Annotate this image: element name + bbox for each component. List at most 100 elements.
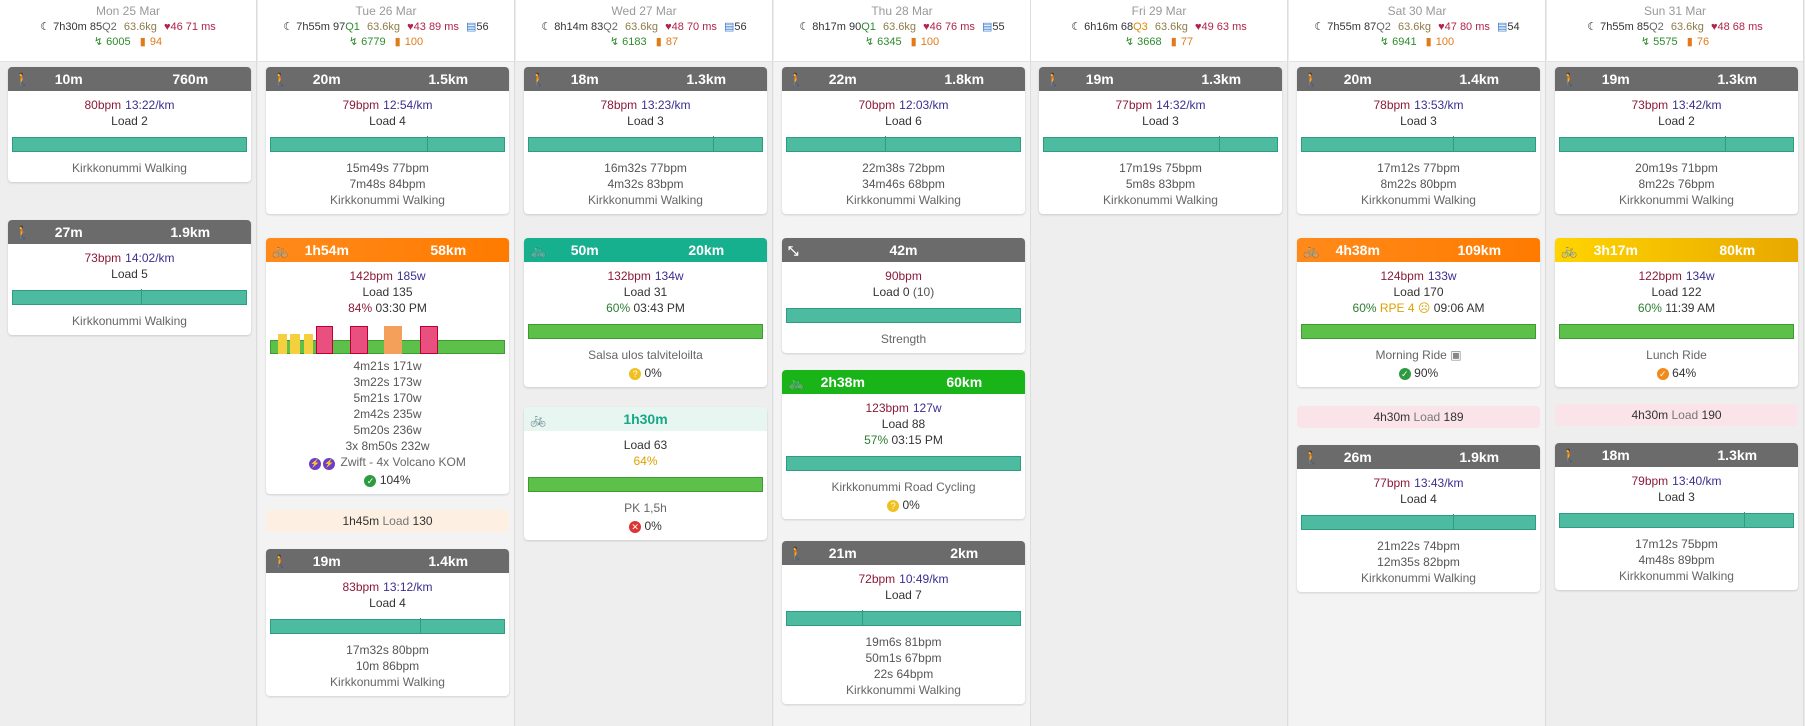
distance: 1.3km <box>686 71 727 87</box>
interval-line: 10m 86bpm <box>355 659 420 673</box>
avg-hr: 132bpm <box>607 269 651 283</box>
activity-card[interactable]: 🚲 4h38m 109km 124bpm 133w Load 170 60% RPE … <box>1297 238 1540 387</box>
sleep-duration: 7h55m <box>296 21 330 33</box>
day-column: Wed 27 Mar ☾ 8h14m 83Q2 63.6kg ♥48 70 ms… <box>516 0 773 726</box>
compliance-icon: ? <box>629 368 642 380</box>
walking-icon: 🚶 <box>1561 448 1578 463</box>
activity-name[interactable]: Kirkkonummi Walking <box>1619 193 1734 207</box>
activity-card[interactable]: 🚶 20m 1.4km 78bpm 13:53/km Load 3 17m12s … <box>1297 67 1540 214</box>
activity-name[interactable]: Morning Ride ▣ <box>1375 348 1462 362</box>
activity-card[interactable]: 🚶 18m 1.3km 79bpm 13:40/km Load 3 17m12s … <box>1555 443 1798 590</box>
activity-card[interactable]: 🚶 22m 1.8km 70bpm 12:03/km Load 6 22m38s … <box>782 67 1025 214</box>
kcal: 100 <box>1435 36 1455 48</box>
day-header[interactable]: Fri 29 Mar ☾ 6h16m 68Q3 63.6kg ♥49 63 ms… <box>1031 0 1287 62</box>
activity-name[interactable]: Kirkkonummi Walking <box>588 193 703 207</box>
distance: 80km <box>1719 242 1756 258</box>
activity-name[interactable]: Kirkkonummi Walking <box>72 161 187 175</box>
day-header[interactable]: Sun 31 Mar ☾ 7h55m 85Q2 63.6kg ♥48 68 ms… <box>1547 0 1803 62</box>
load: Load 4 <box>369 114 406 128</box>
activity-name[interactable]: PK 1,5h <box>624 501 667 515</box>
activity-name[interactable]: Kirkkonummi Walking <box>1103 193 1218 207</box>
activity-name[interactable]: Kirkkonummi Walking <box>1361 193 1476 207</box>
wellness-row: ☾ 8h17m 90Q1 63.6kg ♥46 76 ms ▤55 <box>774 20 1030 35</box>
avg-hr: 77bpm <box>1115 98 1153 112</box>
extra-metric: 54 <box>1507 21 1520 33</box>
activity-name[interactable]: Kirkkonummi Walking <box>72 314 187 328</box>
card-header: 🚶 20m 1.5km <box>266 67 509 91</box>
activity-card[interactable]: 🚶 26m 1.9km 77bpm 13:43/km Load 4 21m22s … <box>1297 445 1540 592</box>
interval-line: 17m19s 75bpm <box>1119 161 1202 175</box>
activity-row: ↯ 6183 ▮ 87 <box>516 35 772 50</box>
activity-card[interactable]: 🚲 2h38m 60km 123bpm 127w Load 88 57% 03:15 … <box>782 370 1025 519</box>
weight: 63.6kg <box>883 21 917 33</box>
wellness-row: ☾ 8h14m 83Q2 63.6kg ♥48 70 ms ▤56 <box>516 20 772 35</box>
activity-card[interactable]: 🚲 50m 20km 132bpm 134w Load 31 60% 03:43 PM… <box>524 238 767 387</box>
activity-name[interactable]: Kirkkonummi Walking <box>1361 571 1476 585</box>
day-header[interactable]: Thu 28 Mar ☾ 8h17m 90Q1 63.6kg ♥46 76 ms… <box>774 0 1030 62</box>
resting-hr: 43 <box>413 21 426 33</box>
duration: 20m <box>312 71 341 87</box>
day-name: Sun 31 Mar <box>1643 4 1707 18</box>
activity-card[interactable]: 🚲 3h17m 80km 122bpm 134w Load 122 60% 11:39… <box>1555 238 1798 387</box>
activity-card[interactable]: 🚶 19m 1.3km 73bpm 13:42/km Load 2 20m19s … <box>1555 67 1798 214</box>
activity-card[interactable]: 🚲 1h30m Load 63 64% PK 1,5h ✕ 0% <box>524 407 767 540</box>
walking-icon: 🚶 <box>272 554 289 569</box>
start-time: 09:06 AM <box>1433 301 1485 315</box>
activity-card[interactable]: 🚶 18m 1.3km 78bpm 13:23/km Load 3 16m32s … <box>524 67 767 214</box>
walking-icon: 🚶 <box>1303 72 1320 87</box>
card-header: 🚲 2h38m 60km <box>782 370 1025 394</box>
day-column: Fri 29 Mar ☾ 6h16m 68Q3 63.6kg ♥49 63 ms… <box>1031 0 1288 726</box>
avg-hr: 83bpm <box>342 580 380 594</box>
activity-name[interactable]: Kirkkonummi Walking <box>846 193 961 207</box>
steps-icon: ↯ <box>1124 36 1135 48</box>
day-header[interactable]: Mon 25 Mar ☾ 7h30m 85Q2 63.6kg ♥46 71 ms… <box>0 0 256 62</box>
day-header[interactable]: Sat 30 Mar ☾ 7h55m 87Q2 63.6kg ♥47 80 ms… <box>1289 0 1545 62</box>
activity-card[interactable]: 🚶 10m 760m 80bpm 13:22/km Load 2 Kirkkonu… <box>8 67 251 182</box>
activity-card[interactable]: 🚶 21m 2km 72bpm 10:49/km Load 7 19m6s 81b… <box>782 541 1025 704</box>
activity-name[interactable]: Kirkkonummi Walking <box>1619 569 1734 583</box>
activity-card[interactable]: 🚶 20m 1.5km 79bpm 12:54/km Load 4 15m49s … <box>266 67 509 214</box>
interval-line: 50m1s 67bpm <box>865 651 942 665</box>
hrv: 70 ms <box>686 21 717 33</box>
interval-line: 16m32s 77bpm <box>604 161 687 175</box>
compliance: 90% <box>1414 366 1439 380</box>
activity-name[interactable]: Lunch Ride <box>1646 348 1707 362</box>
activity-name[interactable]: Strength <box>880 332 927 346</box>
weight: 63.6kg <box>625 21 659 33</box>
activity-card[interactable]: ⤡ 42m 90bpm Load 0 (10) Strength <box>782 238 1025 353</box>
interval-line: 7m48s 84bpm <box>349 177 426 191</box>
steps: 6183 <box>622 36 647 48</box>
interval-line: 4m48s 89bpm <box>1638 553 1715 567</box>
card-header: ⤡ 42m <box>782 238 1025 262</box>
day-header[interactable]: Wed 27 Mar ☾ 8h14m 83Q2 63.6kg ♥48 70 ms… <box>516 0 772 62</box>
activity-card[interactable]: 🚲 1h54m 58km 142bpm 185w Load 135 84% 03:30… <box>266 238 509 494</box>
hrv: 68 ms <box>1732 21 1763 33</box>
distance: 109km <box>1457 242 1502 258</box>
load: Load 0 (10) <box>872 285 935 299</box>
interval-line: 15m49s 77bpm <box>346 161 429 175</box>
sleep-score: 83 <box>591 21 604 33</box>
walking-icon: 🚶 <box>530 72 547 87</box>
rpe: RPE 4 <box>1379 301 1415 315</box>
comment-icon[interactable]: ▣ <box>1450 348 1462 362</box>
activity-card[interactable]: 🚶 19m 1.4km 83bpm 13:12/km Load 4 17m32s … <box>266 549 509 696</box>
bike-icon: 🚲 <box>530 243 547 258</box>
steps-icon: ↯ <box>348 36 359 48</box>
walking-icon: 🚶 <box>14 225 31 240</box>
steps-icon: ↯ <box>609 36 620 48</box>
activity-name[interactable]: ⚡ ⚡ Zwift - 4x Volcano KOM <box>309 455 466 470</box>
activity-name[interactable]: Salsa ulos talviteloilta <box>588 348 703 362</box>
activity-name[interactable]: Kirkkonummi Walking <box>846 683 961 697</box>
activity-name[interactable]: Kirkkonummi Road Cycling <box>831 480 976 494</box>
compliance-icon: ✓ <box>364 475 377 487</box>
activity-card[interactable]: 🚶 27m 1.9km 73bpm 14:02/km Load 5 Kirkkon… <box>8 220 251 335</box>
activity-row: ↯ 6005 ▮ 94 <box>0 35 256 50</box>
activity-name[interactable]: Kirkkonummi Walking <box>330 193 445 207</box>
sleep-score: 85 <box>1636 21 1650 33</box>
activity-name[interactable]: Kirkkonummi Walking <box>330 675 445 689</box>
day-header[interactable]: Tue 26 Mar ☾ 7h55m 97Q1 63.6kg ♥43 89 ms… <box>258 0 514 62</box>
avg-hr: 122bpm <box>1638 269 1682 283</box>
load: Load 5 <box>111 267 148 281</box>
activity-card[interactable]: 🚶 19m 1.3km 77bpm 14:32/km Load 3 17m19s … <box>1039 67 1282 214</box>
sleep-quality: Q1 <box>861 21 876 33</box>
